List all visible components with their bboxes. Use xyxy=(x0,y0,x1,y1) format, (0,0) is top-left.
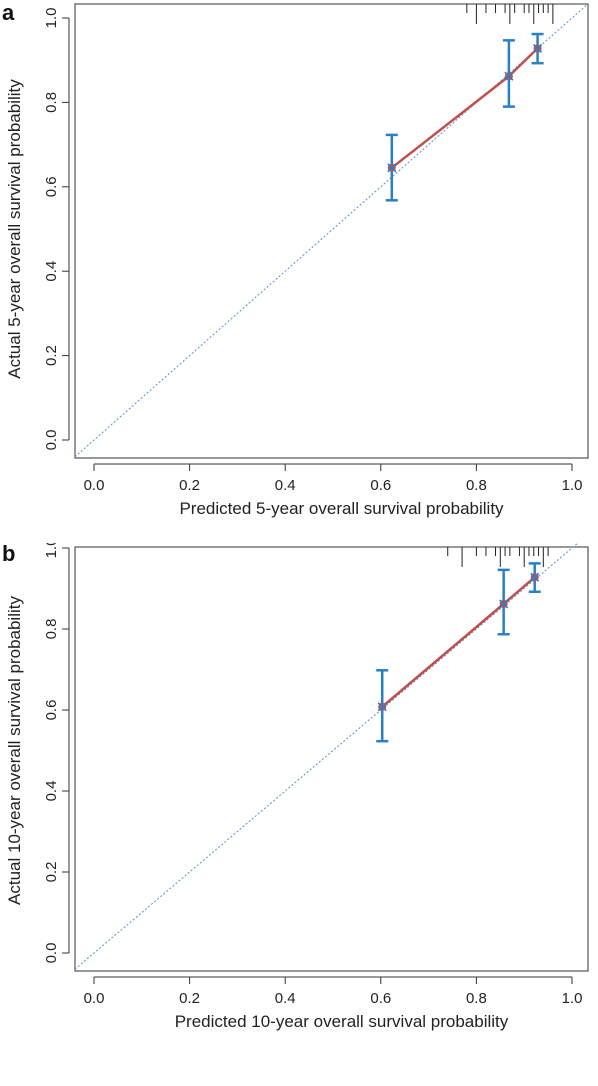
x-tick-label: 0.4 xyxy=(275,477,296,494)
y-tick-label: 0.0 xyxy=(43,430,60,451)
x-marker xyxy=(377,702,387,712)
y-tick-label: 0.6 xyxy=(43,176,60,197)
x-marker xyxy=(504,71,514,81)
y-tick-label: 0.6 xyxy=(43,700,60,721)
x-marker xyxy=(533,43,543,53)
y-tick-label: 1.0 xyxy=(43,543,60,558)
x-tick-label: 1.0 xyxy=(562,477,583,494)
calibration-line xyxy=(391,47,539,169)
y-axis-title: Actual 5-year overall survival probabili… xyxy=(5,79,24,379)
calibration-line xyxy=(381,576,536,708)
chart-svg-5-year: 0.0 0.2 0.4 0.6 0.8 1.0 Predicted 5-year overa… xyxy=(5,3,589,518)
y-tick-label: 0.2 xyxy=(43,345,60,366)
y-tick-label: 0.0 xyxy=(43,943,60,964)
y-tick-label: 0.8 xyxy=(43,92,60,113)
x-tick-label: 1.0 xyxy=(562,990,583,1007)
y-axis-title: Actual 10-year overall survival probabil… xyxy=(5,596,24,905)
y-tick-label: 0.2 xyxy=(43,862,60,883)
x-axis-title: Predicted 10-year overall survival proba… xyxy=(175,1012,509,1031)
y-tick-label: 0.8 xyxy=(43,619,60,640)
x-tick-label: 0.0 xyxy=(84,990,105,1007)
x-marker xyxy=(530,572,540,582)
chart-svg-10-year: 0.0 0.2 0.4 0.6 0.8 1.0 Predicted 10-year over… xyxy=(5,543,589,1031)
y-tick-label: 0.4 xyxy=(43,781,60,802)
y-tick-label: 1.0 xyxy=(43,8,60,29)
x-marker xyxy=(387,163,397,173)
x-tick-label: 0.4 xyxy=(275,990,296,1007)
x-tick-label: 0.2 xyxy=(179,477,200,494)
x-tick-label: 0.6 xyxy=(370,477,391,494)
calibration-plot-5-year: a 0.0 0.2 0.4 0.6 0.8 1.0 Predicted 5-year ove… xyxy=(2,0,589,518)
panel-label-a: a xyxy=(2,0,15,25)
ideal-calibration-line xyxy=(74,543,579,970)
x-tick-label: 0.8 xyxy=(466,477,487,494)
x-tick-label: 0.2 xyxy=(179,990,200,1007)
ideal-calibration-line xyxy=(74,4,587,458)
x-tick-label: 0.8 xyxy=(466,990,487,1007)
x-axis-title: Predicted 5-year overall survival probab… xyxy=(179,499,504,518)
x-marker xyxy=(499,599,509,609)
calibration-plot-10-year: b 0.0 0.2 0.4 0.6 0.8 1.0 Predicted 10-year ov… xyxy=(0,543,598,1086)
y-tick-label: 0.4 xyxy=(43,261,60,282)
plot-frame xyxy=(74,546,589,972)
panel-label-b: b xyxy=(2,541,16,566)
x-tick-label: 0.6 xyxy=(370,990,391,1007)
x-tick-label: 0.0 xyxy=(84,477,105,494)
plot-frame xyxy=(74,3,589,459)
